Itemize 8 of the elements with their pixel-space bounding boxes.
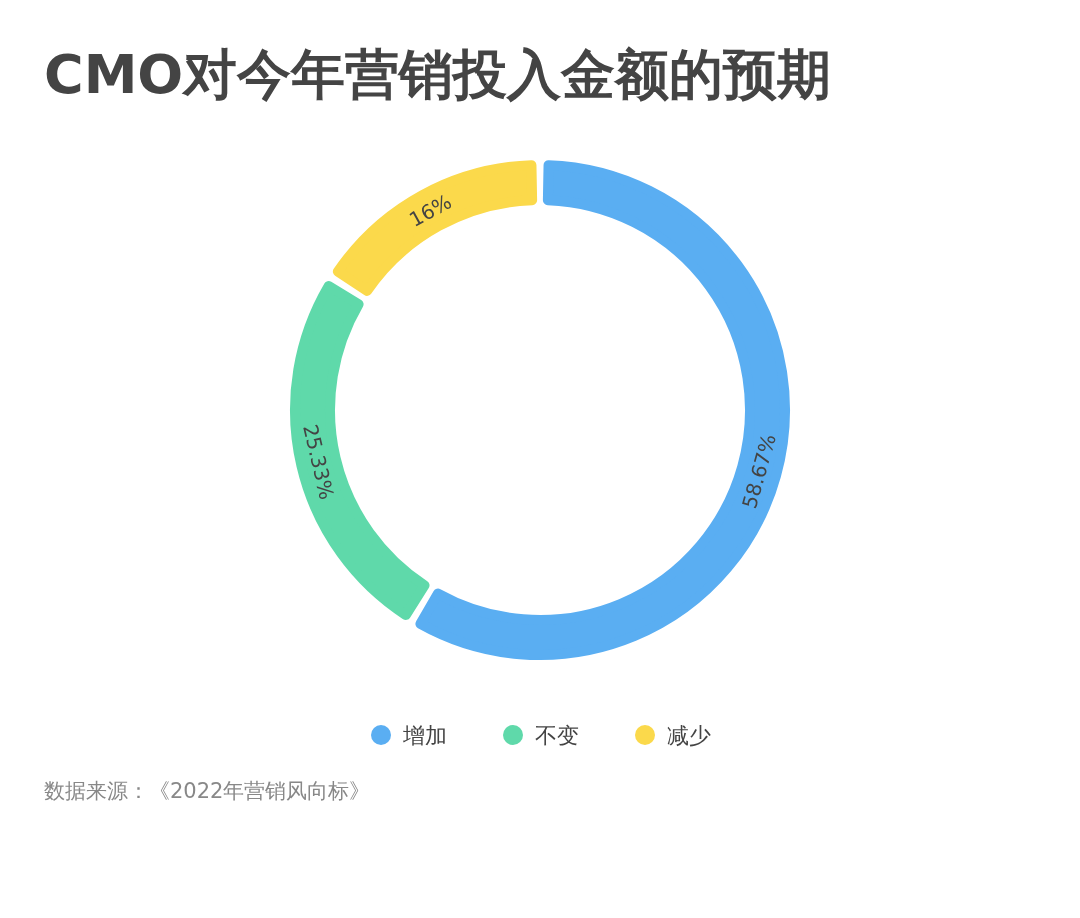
data-label: 16% bbox=[405, 189, 456, 232]
legend-label: 增加 bbox=[402, 722, 447, 748]
legend-label: 减少 bbox=[667, 722, 711, 748]
data-label: 58.67% bbox=[737, 431, 781, 512]
source-note: 数据来源：《2022年营销风向标》 bbox=[44, 779, 371, 803]
chart-title: CMO对今年营销投入金额的预期 bbox=[44, 43, 832, 106]
data-label: 25.33% bbox=[298, 422, 339, 502]
legend-label: 不变 bbox=[535, 722, 579, 748]
